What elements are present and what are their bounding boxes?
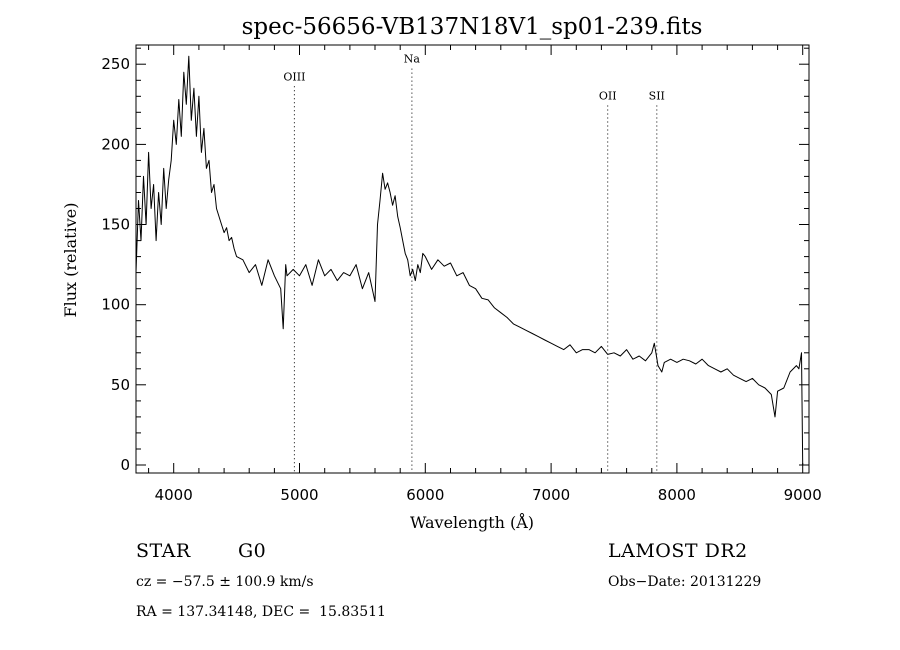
object-subclass: G0	[238, 540, 267, 562]
x-tick-label: 6000	[406, 486, 444, 504]
spectrum-line	[135, 55, 804, 466]
emission-line-label: OII	[599, 90, 617, 103]
emission-line-label: SII	[649, 90, 665, 103]
obs-date: Obs−Date: 20131229	[608, 574, 762, 590]
x-tick-label: 7000	[532, 486, 570, 504]
y-tick-label: 0	[120, 456, 130, 474]
spectrum-chart: spec-56656-VB137N18V1_sp01-239.fits 4000…	[61, 14, 822, 532]
y-tick-label: 50	[111, 376, 130, 394]
x-tick-label: 8000	[658, 486, 696, 504]
x-axis-label: Wavelength (Å)	[410, 512, 534, 532]
y-tick-label: 250	[101, 55, 130, 73]
y-axis-label: Flux (relative)	[61, 203, 80, 318]
x-tick-label: 9000	[784, 486, 822, 504]
coordinates: RA = 137.34148, DEC = 15.83511	[136, 604, 386, 620]
x-tick-label: 5000	[280, 486, 318, 504]
y-tick-label: 150	[101, 216, 130, 234]
emission-line-markers: OIII Na OII SII	[283, 53, 665, 473]
spectrum-series	[135, 55, 804, 466]
y-tick-label: 100	[101, 296, 130, 314]
chart-title: spec-56656-VB137N18V1_sp01-239.fits	[242, 14, 703, 40]
emission-line-label: OIII	[283, 70, 305, 83]
redshift-info: cz = −57.5 ± 100.9 km/s	[136, 574, 314, 590]
y-tick-label: 200	[101, 135, 130, 153]
plot-frame	[135, 44, 810, 474]
x-tick-label: 4000	[155, 486, 193, 504]
object-class: STAR	[136, 540, 191, 562]
survey-name: LAMOST DR2	[608, 540, 748, 562]
emission-line-label: Na	[404, 53, 421, 66]
axis-ticks: 4000 5000 6000 7000 8000 9000 0 50 100 150 200 250	[101, 45, 822, 504]
